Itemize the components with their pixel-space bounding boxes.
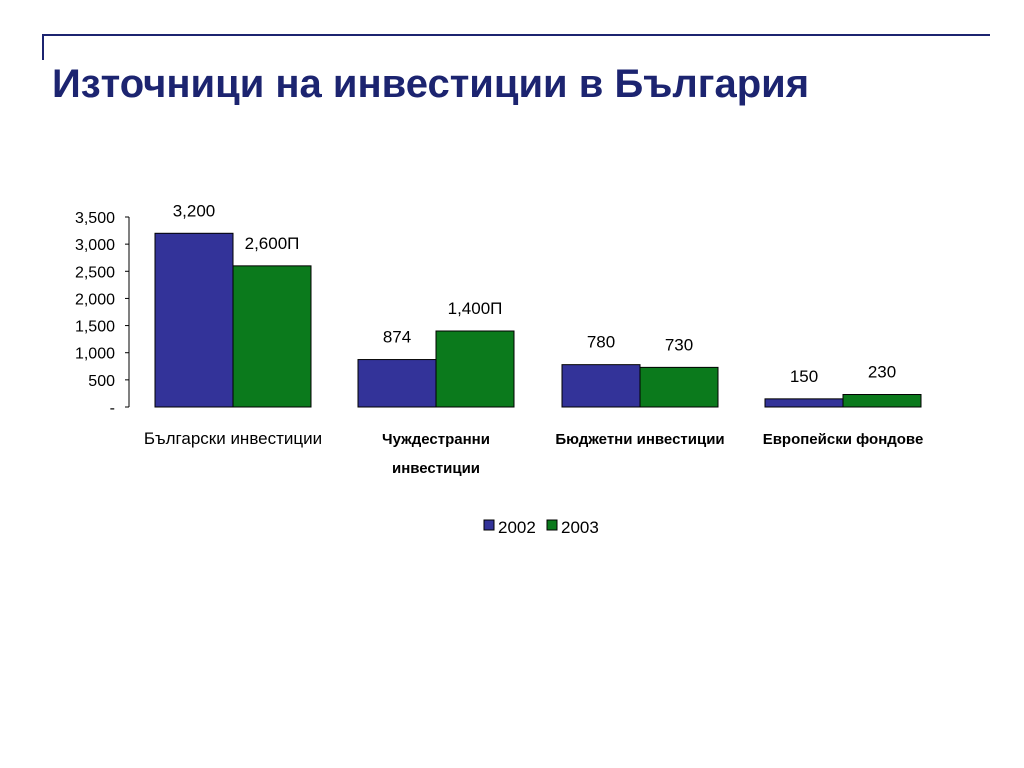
legend-label-2002: 2002	[498, 518, 536, 537]
data-label-2002-1: 874	[383, 328, 411, 347]
y-tick-label: 2,500	[75, 264, 115, 281]
slide-title: Източници на инвестиции в България	[52, 62, 810, 106]
data-label-2002-3: 150	[790, 367, 818, 386]
legend-swatch-2003	[546, 519, 558, 531]
title-frame-left-rule	[42, 34, 44, 60]
bar-2003-0	[232, 265, 312, 408]
data-label-2003-2: 730	[665, 335, 693, 354]
category-label-3: Европейски фондове	[763, 431, 924, 448]
y-tick-label: 3,000	[75, 237, 115, 254]
legend-label-2003: 2003	[561, 518, 599, 537]
data-label-2002-2: 780	[587, 333, 615, 352]
category-label-2: Бюджетни инвестиции	[555, 431, 724, 448]
bar-2002-0	[154, 232, 234, 408]
legend-swatch-2002	[483, 519, 495, 531]
bar-2003-3	[842, 394, 922, 408]
y-tick-label: 2,000	[75, 291, 115, 308]
y-tick-label: 1,000	[75, 346, 115, 363]
y-tick-label: 500	[88, 373, 115, 390]
title-frame-top-rule	[42, 34, 990, 36]
category-label-1: Чуждестранни	[382, 431, 490, 448]
bar-2002-3	[764, 398, 844, 408]
data-label-2003-3: 230	[868, 363, 896, 382]
category-labels: Български инвестиции Чуждестранни инвестиц…	[144, 429, 923, 477]
y-tick-label: 1,500	[75, 319, 115, 336]
bar-2003-1	[435, 330, 515, 408]
bar-2002-1	[357, 359, 437, 408]
data-label-2002-0: 3,200	[173, 201, 216, 220]
data-label-2003-1: 1,400П	[448, 299, 503, 318]
data-label-2003-0: 2,600П	[245, 234, 300, 253]
y-tick-label: 3,500	[75, 210, 115, 227]
legend: 2002 2003	[483, 518, 599, 537]
category-label-0: Български инвестиции	[144, 429, 322, 448]
bars	[154, 232, 922, 408]
bar-2002-2	[561, 364, 641, 408]
y-tick-label: -	[110, 400, 115, 417]
y-axis: - 500 1,000 1,500 2,000 2,500 3,000 3,500	[75, 210, 130, 417]
bar-2003-2	[639, 366, 719, 408]
data-labels: 3,200 874 780 150 2,600П 1,400П 730 230	[173, 201, 896, 386]
category-label-1: инвестиции	[392, 460, 480, 477]
